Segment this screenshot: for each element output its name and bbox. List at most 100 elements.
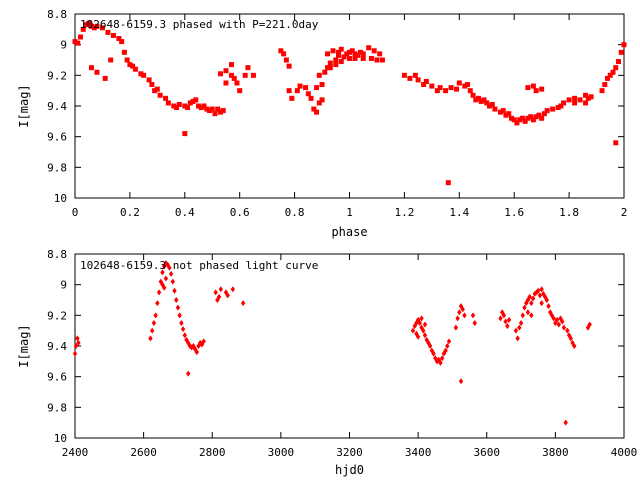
unphased-data-point [541,290,546,297]
unphased-data-point [585,324,591,331]
phased-data-point [550,106,556,112]
phased-data-point [305,91,311,97]
phased-data-point [327,65,333,71]
phased-x-tick-label: 1.6 [504,206,524,219]
phased-data-point [124,57,130,63]
unphased-data-point [225,292,230,299]
phased-data-point [352,55,358,61]
unphased-data-point [453,324,459,331]
unphased-data-point [230,286,236,293]
phased-data-point [132,66,138,72]
unphased-data-point [524,300,529,307]
phased-data-point [327,60,333,66]
phased-data-point [618,49,624,55]
phased-data-point [94,23,100,29]
unphased-data-point [587,321,592,328]
phased-data-point [588,94,594,100]
phased-data-point [357,49,363,55]
phased-data-point [204,106,210,112]
phased-data-point [336,49,342,55]
unphased-data-point [563,419,568,426]
phased-data-point [75,40,81,46]
phased-data-point [152,88,158,94]
unphased-data-point [76,339,81,346]
phased-data-point [401,72,407,78]
unphased-data-point [458,378,464,385]
phased-data-point [316,100,322,106]
phased-data-point [207,108,213,114]
phased-x-tick-label: 0.4 [175,206,195,219]
unphased-x-tick-label: 3800 [542,446,569,459]
unphased-data-point [530,295,536,302]
unphased-data-point [167,264,172,271]
phased-y-tick-label: 9.2 [47,69,67,82]
unphased-data-point [175,304,181,311]
unphased-data-point [546,303,551,310]
unphased-x-tick-label: 3600 [474,446,501,459]
phased-data-point [484,100,490,106]
phased-data-point [525,115,531,121]
phased-data-point [456,80,462,86]
phased-data-point [174,105,180,111]
unphased-data-point [529,300,534,307]
phased-data-point [503,112,509,118]
phased-data-point [182,131,188,137]
phased-y-axis-label: I[mag] [17,84,31,127]
phased-data-point [481,97,487,103]
phased-data-point [196,103,202,109]
unphased-data-point [506,316,512,323]
unphased-data-point [566,332,572,339]
phased-data-point [325,65,331,71]
unphased-data-point [75,335,80,342]
phased-x-tick-label: 2 [621,206,628,219]
unphased-data-point [551,315,556,322]
unphased-data-point [560,318,565,325]
phased-data-point [360,51,366,57]
unphased-data-point [544,297,549,303]
phased-data-point [278,48,284,54]
phased-data-point [506,111,512,117]
phased-data-point [605,75,611,81]
phased-data-point [511,117,517,123]
unphased-data-point [213,289,218,296]
unphased-data-point [216,293,222,300]
unphased-data-point [415,333,421,340]
unphased-data-point [460,306,465,313]
phased-data-point [478,98,484,104]
unphased-data-point [539,300,544,307]
phased-data-point [500,108,506,114]
unphased-data-point [532,290,537,297]
phased-data-point [314,109,320,115]
phased-data-point [602,82,608,88]
unphased-data-point [162,284,167,291]
phased-data-point [185,105,191,111]
phased-data-point [492,106,498,112]
unphased-data-point [194,349,200,356]
unphased-data-point [182,332,187,339]
unphased-data-point [422,332,428,339]
phased-data-point [110,32,116,38]
phased-data-point [517,117,523,123]
phased-x-tick-label: 0.8 [285,206,305,219]
phased-data-point [141,72,147,78]
phased-data-point [72,39,78,45]
phased-data-point [303,85,309,91]
phased-data-point [583,92,589,98]
phased-data-point [308,95,314,101]
phased-data-point [223,80,229,86]
phased-light-curve-panel: 0 0.2 0.4 0.6 0.8 1 1.2 1.4 1.6 1.8 2 8.8 9 9.2 9.4 9.6… [17,8,627,239]
phased-data-point [201,103,207,109]
phased-data-point [217,109,223,115]
phased-data-point [613,65,619,71]
phased-data-point [182,103,188,109]
phased-x-tick-label: 0.2 [120,206,140,219]
unphased-data-point [174,297,179,303]
unphased-data-point [529,312,534,319]
phased-x-axis-label: phase [331,225,367,239]
phased-data-point [338,59,344,65]
unphased-data-point [556,321,562,328]
phased-data-point [349,48,355,54]
unphased-data-point [568,335,574,342]
unphased-data-point [470,312,476,319]
